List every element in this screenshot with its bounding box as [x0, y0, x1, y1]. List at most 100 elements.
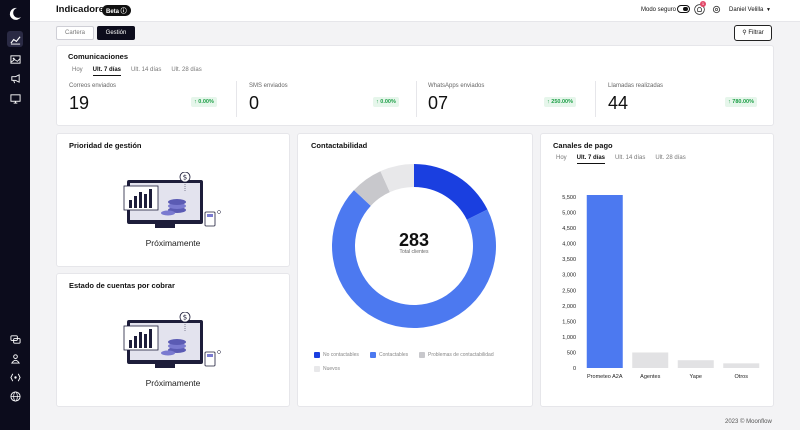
- total-clients-label: Total clientes: [399, 249, 429, 255]
- bar[interactable]: [632, 352, 669, 368]
- metric-change: ↑ 780.00%: [725, 97, 757, 107]
- moon-logo-icon: [9, 7, 21, 20]
- globe-icon[interactable]: [7, 388, 23, 404]
- estado-title: Estado de cuentas por cobrar: [69, 281, 175, 290]
- tab-ult-7[interactable]: Ult. 7 días: [92, 67, 122, 76]
- beta-badge[interactable]: Beta ⓘ: [102, 5, 131, 16]
- tab-gestion[interactable]: Gestión: [97, 26, 135, 40]
- tab-hoy[interactable]: Hoy: [556, 155, 567, 161]
- page-title: Indicadores: [56, 4, 110, 15]
- sidebar: [0, 0, 30, 430]
- y-tick-label: 3,500: [562, 257, 576, 263]
- tab-hoy[interactable]: Hoy: [72, 67, 83, 73]
- safe-mode-label: Modo seguro: [641, 7, 677, 13]
- integrations-icon[interactable]: [7, 369, 23, 385]
- tab-ult-28[interactable]: Ult. 28 días: [171, 67, 202, 73]
- y-tick-label: 4,500: [562, 226, 576, 232]
- donut-slice[interactable]: [353, 171, 390, 206]
- metric-change: ↑ 250.00%: [544, 97, 576, 107]
- legend-label: Contactables: [379, 352, 409, 358]
- y-tick-label: 1,000: [562, 335, 576, 341]
- legend-swatch: [314, 352, 320, 358]
- chat-icon[interactable]: [7, 331, 23, 347]
- metric-label: Correos enviados: [69, 83, 117, 89]
- coming-soon-text: Próximamente: [145, 238, 201, 248]
- metric-change: ↑ 0.00%: [191, 97, 217, 107]
- y-tick-label: 2,000: [562, 304, 576, 310]
- tab-ult-14[interactable]: Ult. 14 días: [131, 67, 162, 73]
- x-tick-label: Yape: [690, 374, 702, 380]
- y-tick-label: 500: [567, 350, 576, 356]
- filter-icon: ⚲: [742, 30, 747, 36]
- bar[interactable]: [586, 195, 623, 368]
- coming-soon-illustration: $: [123, 172, 221, 228]
- tab-cartera[interactable]: Cartera: [56, 26, 94, 40]
- total-clients-value: 283: [398, 230, 430, 250]
- chart-trend-icon[interactable]: [7, 31, 23, 47]
- y-tick-label: 0: [573, 366, 576, 372]
- notification-badge: 1: [700, 1, 706, 7]
- user-group-icon[interactable]: [7, 350, 23, 366]
- prioridad-card: Prioridad de gestión $ Próximamente: [56, 133, 290, 267]
- gear-icon[interactable]: [712, 5, 721, 14]
- metric-value: 44: [608, 93, 629, 113]
- donut-slice[interactable]: [414, 164, 488, 220]
- filter-button[interactable]: ⚲ Filtrar: [734, 25, 772, 41]
- donut-slice[interactable]: [380, 164, 414, 193]
- tab-ult-7[interactable]: Ult. 7 días: [576, 155, 606, 164]
- y-tick-label: 5,500: [562, 195, 576, 201]
- y-tick-label: 2,500: [562, 288, 576, 294]
- coming-soon-text: Próximamente: [145, 378, 201, 388]
- legend-label: No contactables: [323, 352, 359, 358]
- svg-text:$: $: [183, 314, 187, 322]
- megaphone-icon[interactable]: [7, 70, 23, 86]
- legend-label: Problemas de contactabilidad: [428, 352, 494, 358]
- metric-change: ↑ 0.00%: [373, 97, 399, 107]
- metric-sms: SMS enviados 0 ↑ 0.00%: [249, 81, 421, 117]
- coming-soon-illustration: $: [123, 312, 221, 368]
- metric-label: WhatsApps enviados: [428, 83, 485, 89]
- metric-label: Llamadas realizadas: [608, 83, 664, 89]
- safe-mode-toggle[interactable]: [677, 5, 690, 13]
- legend-item[interactable]: Problemas de contactabilidad: [419, 352, 494, 358]
- prioridad-title: Prioridad de gestión: [69, 141, 142, 150]
- tab-ult-14[interactable]: Ult. 14 días: [615, 155, 646, 161]
- bar[interactable]: [723, 363, 760, 368]
- divider: [236, 81, 237, 117]
- contactabilidad-donut-chart: [332, 164, 496, 328]
- legend-item[interactable]: Nuevos: [314, 366, 340, 372]
- metric-value: 0: [249, 93, 260, 113]
- comunicaciones-title: Comunicaciones: [68, 52, 129, 61]
- x-tick-label: Otros: [735, 374, 749, 380]
- tab-ult-28[interactable]: Ult. 28 días: [655, 155, 686, 161]
- metric-value: 19: [69, 93, 90, 113]
- y-tick-label: 5,000: [562, 211, 576, 217]
- chevron-down-icon[interactable]: ▼: [766, 7, 771, 13]
- contactabilidad-title: Contactabilidad: [311, 141, 368, 150]
- x-tick-label: Agentes: [640, 374, 660, 380]
- divider: [416, 81, 417, 117]
- bar[interactable]: [677, 360, 714, 368]
- monitor-icon[interactable]: [7, 90, 23, 106]
- estado-card: Estado de cuentas por cobrar $ Próximame…: [56, 273, 290, 407]
- legend-swatch: [370, 352, 376, 358]
- x-tick-label: Prometeo A2A: [587, 374, 623, 380]
- legend-label: Nuevos: [323, 366, 340, 372]
- donut-slice[interactable]: [332, 190, 496, 328]
- metric-value: 07: [428, 93, 449, 113]
- canales-title: Canales de pago: [553, 141, 613, 150]
- y-tick-label: 3,000: [562, 273, 576, 279]
- divider: [595, 81, 596, 117]
- bell-icon[interactable]: [694, 4, 705, 15]
- legend-item[interactable]: Contactables: [370, 352, 408, 358]
- svg-text:$: $: [183, 174, 187, 182]
- canales-bar-chart: 0 500 1,000 1,500 2,000 2,500 3,000 3,500 4,000 4…: [562, 195, 760, 380]
- metric-llamadas: Llamadas realizadas 44 ↑ 780.00%: [608, 81, 780, 117]
- image-stack-icon[interactable]: [7, 51, 23, 67]
- legend-item[interactable]: No contactables: [314, 352, 359, 358]
- user-name[interactable]: Daniel Velilla: [729, 7, 764, 13]
- legend-swatch: [314, 366, 320, 372]
- metric-label: SMS enviados: [249, 83, 288, 89]
- comunicaciones-tabs: Hoy Ult. 7 días Ult. 14 días Ult. 28 día…: [72, 67, 202, 76]
- y-tick-label: 1,500: [562, 319, 576, 325]
